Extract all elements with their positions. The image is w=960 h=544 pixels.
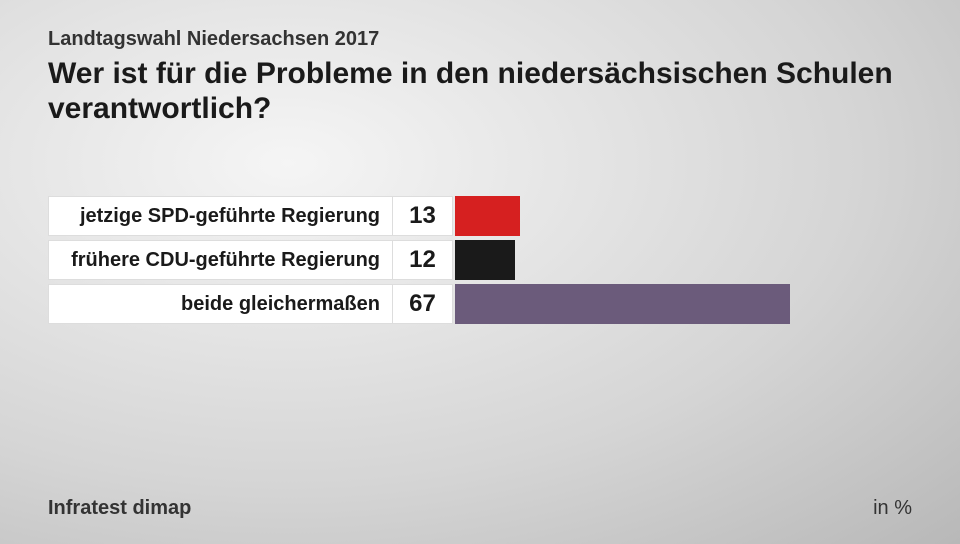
- chart-row: jetzige SPD-geführte Regierung13: [48, 196, 912, 236]
- bar-area: [455, 240, 912, 280]
- row-value: 12: [393, 240, 453, 280]
- bar-area: [455, 284, 912, 324]
- footer: Infratest dimap in %: [48, 497, 912, 520]
- row-label: frühere CDU-geführte Regierung: [48, 240, 393, 280]
- content-area: Landtagswahl Niedersachsen 2017 Wer ist …: [0, 0, 960, 324]
- bar-area: [455, 196, 912, 236]
- chart-row: frühere CDU-geführte Regierung12: [48, 240, 912, 280]
- row-value: 67: [393, 284, 453, 324]
- overline: Landtagswahl Niedersachsen 2017: [48, 28, 912, 51]
- bar: [455, 284, 790, 324]
- bar: [455, 196, 520, 236]
- row-label: beide gleichermaßen: [48, 284, 393, 324]
- source-label: Infratest dimap: [48, 497, 191, 520]
- bar-chart: jetzige SPD-geführte Regierung13frühere …: [48, 196, 912, 324]
- row-value: 13: [393, 196, 453, 236]
- chart-row: beide gleichermaßen67: [48, 284, 912, 324]
- row-label: jetzige SPD-geführte Regierung: [48, 196, 393, 236]
- bar: [455, 240, 515, 280]
- chart-title: Wer ist für die Probleme in den niedersä…: [48, 57, 908, 126]
- unit-label: in %: [873, 497, 912, 520]
